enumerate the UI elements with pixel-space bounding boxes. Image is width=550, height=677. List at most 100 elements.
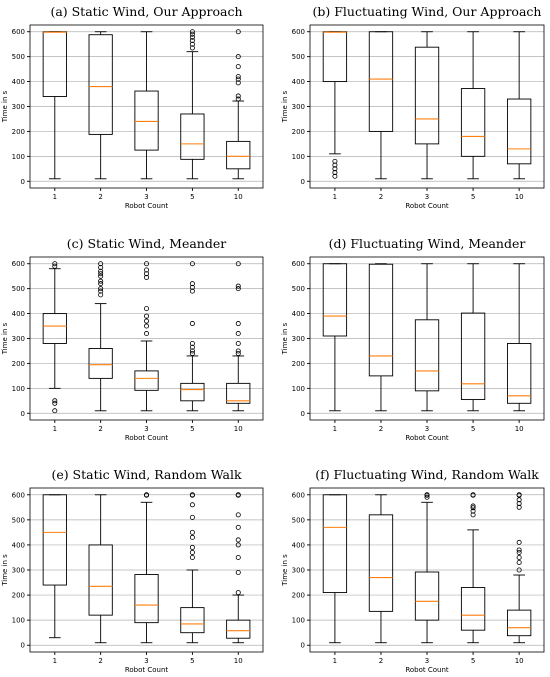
outlier-point (189, 514, 195, 520)
iqr-box (226, 619, 251, 639)
box-5 (180, 261, 205, 412)
outlier-point (98, 292, 104, 298)
box-2 (88, 31, 113, 180)
y-tick-label: 0 (301, 178, 305, 186)
iqr-box (88, 544, 113, 616)
outlier-point (189, 340, 195, 346)
x-axis-label: Robot Count (405, 202, 449, 210)
outlier-point (332, 166, 338, 172)
box-5 (460, 492, 486, 644)
x-tick-label: 3 (425, 193, 429, 201)
x-tick-label: 3 (425, 657, 429, 665)
box-1 (42, 494, 67, 639)
outlier-point (235, 80, 241, 86)
outlier-point (52, 261, 58, 267)
x-tick-label: 10 (234, 425, 243, 433)
y-tick-label: 200 (292, 128, 305, 136)
outlier-point (189, 41, 195, 47)
outlier-point (98, 271, 104, 277)
outlier-point (98, 264, 104, 270)
x-axis-label: Robot Count (405, 434, 449, 442)
y-tick-label: 100 (292, 385, 305, 393)
outlier-point (235, 554, 241, 560)
chart-title: (c) Static Wind, Meander (67, 236, 226, 251)
y-tick-label: 600 (292, 260, 305, 268)
y-axis-label: Time in s (281, 322, 289, 355)
outlier-point (235, 350, 241, 356)
outlier-point (516, 501, 522, 507)
outlier-point (189, 45, 195, 51)
outlier-point (235, 340, 241, 346)
box-2 (368, 31, 394, 180)
box-3 (134, 31, 159, 180)
x-tick-label: 3 (144, 425, 148, 433)
x-tick-label: 5 (471, 657, 475, 665)
x-tick-label: 2 (98, 425, 102, 433)
box-10 (226, 261, 251, 412)
iqr-box (460, 88, 486, 157)
iqr-box (507, 343, 532, 404)
y-tick-label: 500 (292, 53, 305, 61)
y-tick-label: 300 (12, 335, 25, 343)
y-axis-label: Time in s (281, 554, 289, 587)
x-tick-label: 1 (53, 193, 57, 201)
outlier-point (144, 261, 150, 267)
y-axis-label: Time in s (281, 90, 289, 123)
outlier-point (235, 590, 241, 596)
outlier-point (235, 96, 241, 102)
outlier-point (235, 321, 241, 327)
iqr-box (180, 607, 205, 634)
outlier-point (52, 400, 58, 406)
outlier-point (189, 549, 195, 555)
outlier-point (98, 268, 104, 274)
x-tick-label: 1 (53, 425, 57, 433)
chart-panel-1: (a) Static Wind, Our Approach 0 100 200 300 4… (1, 4, 264, 210)
iqr-box (180, 382, 205, 402)
y-tick-label: 100 (12, 385, 25, 393)
outlier-point (470, 512, 476, 518)
iqr-box (322, 263, 348, 337)
chart-panel-4: (d) Fluctuating Wind, Meander 0 100 200 300 4… (281, 236, 545, 442)
iqr-box (134, 574, 159, 624)
chart-panel-3: (c) Static Wind, Meander 0 100 200 300 400 500… (1, 236, 264, 442)
box-5 (180, 29, 205, 180)
outlier-point (189, 261, 195, 267)
x-tick-label: 5 (190, 657, 194, 665)
y-tick-label: 200 (12, 360, 25, 368)
x-tick-label: 10 (515, 657, 524, 665)
iqr-box (507, 98, 532, 165)
x-axis-label: Robot Count (125, 666, 169, 674)
outlier-point (189, 29, 195, 35)
outlier-point (189, 502, 195, 508)
box-10 (507, 492, 532, 644)
y-axis-label: Time in s (1, 322, 9, 355)
outlier-point (235, 283, 241, 289)
x-tick-label: 10 (234, 193, 243, 201)
outlier-point (189, 281, 195, 287)
outlier-point (144, 492, 150, 498)
outlier-point (516, 504, 522, 510)
y-tick-label: 400 (292, 78, 305, 86)
x-tick-label: 1 (333, 193, 337, 201)
y-tick-label: 600 (12, 28, 25, 36)
outlier-point (516, 492, 522, 498)
box-5 (180, 492, 205, 644)
outlier-point (470, 503, 476, 509)
box-10 (226, 492, 251, 644)
iqr-box (134, 90, 159, 151)
y-tick-label: 600 (12, 260, 25, 268)
outlier-point (144, 323, 150, 329)
y-tick-label: 0 (301, 410, 305, 418)
outlier-point (332, 170, 338, 176)
y-tick-label: 600 (292, 28, 305, 36)
outlier-point (235, 492, 241, 498)
iqr-box (226, 382, 251, 404)
iqr-box (460, 312, 486, 401)
x-tick-label: 3 (144, 657, 148, 665)
x-tick-label: 1 (333, 425, 337, 433)
iqr-box (42, 494, 67, 586)
outlier-point (189, 554, 195, 560)
x-tick-label: 10 (234, 657, 243, 665)
box-10 (226, 29, 251, 180)
x-tick-label: 5 (190, 425, 194, 433)
